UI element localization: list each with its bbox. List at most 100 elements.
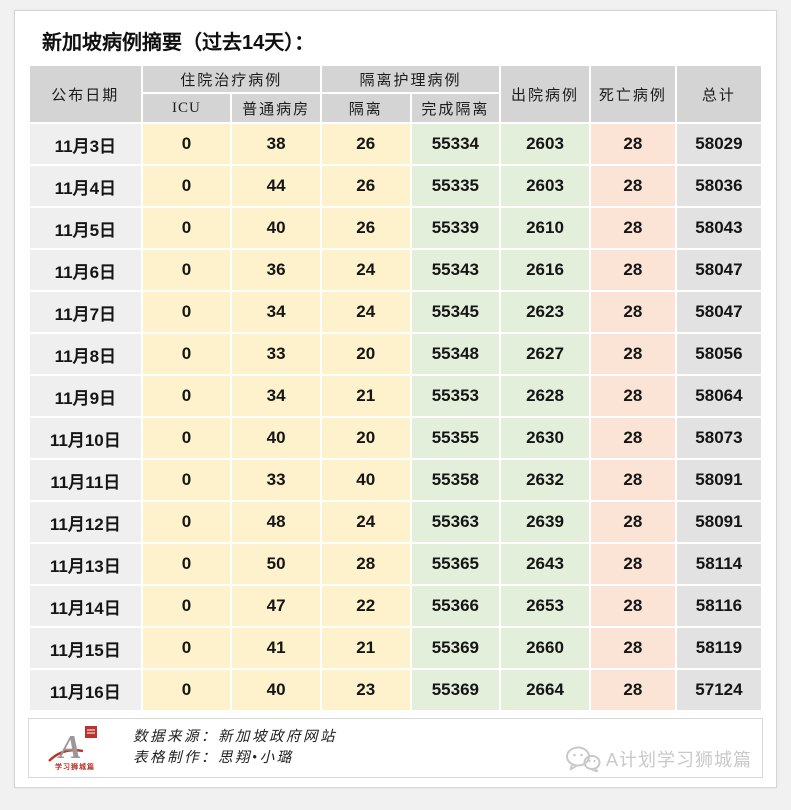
cell-total: 58036: [676, 166, 761, 206]
cell-completed: 55366: [411, 586, 500, 626]
cell-deaths: 28: [590, 460, 675, 500]
cell-discharged: 2603: [501, 166, 589, 206]
cell-icu: 0: [142, 292, 231, 332]
cell-icu: 0: [142, 418, 231, 458]
article-card: 新加坡病例摘要（过去14天）： 公布日期 住院治疗病例 隔离护理病例 出院病例 …: [14, 10, 777, 788]
cell-ward: 36: [232, 250, 320, 290]
cell-deaths: 28: [590, 166, 675, 206]
cell-isolation: 26: [321, 124, 410, 164]
cell-deaths: 28: [590, 628, 675, 668]
cell-date: 11月13日: [30, 544, 141, 584]
cell-completed: 55369: [411, 628, 500, 668]
cell-ward: 50: [232, 544, 320, 584]
cell-total: 58047: [676, 292, 761, 332]
cell-completed: 55339: [411, 208, 500, 248]
cell-isolation: 21: [321, 376, 410, 416]
cell-icu: 0: [142, 460, 231, 500]
table-row: 11月5日 0 40 26 55339 2610 28 58043: [30, 208, 761, 248]
cell-date: 11月3日: [30, 124, 141, 164]
table-row: 11月14日 0 47 22 55366 2653 28 58116: [30, 586, 761, 626]
cell-isolation: 20: [321, 418, 410, 458]
cell-total: 58091: [676, 460, 761, 500]
cell-date: 11月8日: [30, 334, 141, 374]
cases-summary-table: 公布日期 住院治疗病例 隔离护理病例 出院病例 死亡病例 总计 ICU 普通病房…: [28, 64, 763, 712]
cell-ward: 40: [232, 670, 320, 710]
cell-ward: 47: [232, 586, 320, 626]
table-row: 11月16日 0 40 23 55369 2664 28 57124: [30, 670, 761, 710]
table-row: 11月12日 0 48 24 55363 2639 28 58091: [30, 502, 761, 542]
cell-completed: 55355: [411, 418, 500, 458]
cell-isolation: 40: [321, 460, 410, 500]
header-row-groups: 公布日期 住院治疗病例 隔离护理病例 出院病例 死亡病例 总计: [30, 66, 761, 122]
cell-icu: 0: [142, 376, 231, 416]
col-header-completed: 完成隔离: [411, 94, 500, 122]
cell-discharged: 2623: [501, 292, 589, 332]
wechat-icon: [565, 746, 601, 772]
cell-discharged: 2639: [501, 502, 589, 542]
cell-date: 11月15日: [30, 628, 141, 668]
cell-icu: 0: [142, 166, 231, 206]
cell-discharged: 2660: [501, 628, 589, 668]
cell-total: 58056: [676, 334, 761, 374]
cell-discharged: 2664: [501, 670, 589, 710]
cell-date: 11月5日: [30, 208, 141, 248]
cell-completed: 55343: [411, 250, 500, 290]
cell-date: 11月14日: [30, 586, 141, 626]
logo-a-icon: A: [48, 725, 97, 765]
cell-isolation: 26: [321, 208, 410, 248]
cell-total: 58029: [676, 124, 761, 164]
cell-completed: 55365: [411, 544, 500, 584]
cell-isolation: 24: [321, 250, 410, 290]
col-header-ward: 普通病房: [232, 94, 320, 122]
svg-text:A: A: [57, 729, 82, 765]
cell-ward: 34: [232, 376, 320, 416]
cell-deaths: 28: [590, 334, 675, 374]
cell-icu: 0: [142, 628, 231, 668]
cell-discharged: 2630: [501, 418, 589, 458]
cell-ward: 40: [232, 208, 320, 248]
cell-isolation: 28: [321, 544, 410, 584]
cell-ward: 33: [232, 334, 320, 374]
col-header-total: 总计: [676, 66, 761, 122]
cell-isolation: 22: [321, 586, 410, 626]
table-row: 11月10日 0 40 20 55355 2630 28 58073: [30, 418, 761, 458]
cell-deaths: 28: [590, 586, 675, 626]
table-row: 11月3日 0 38 26 55334 2603 28 58029: [30, 124, 761, 164]
cell-completed: 55335: [411, 166, 500, 206]
watermark-text: A计划学习狮城篇: [605, 750, 752, 770]
wechat-watermark: A计划学习狮城篇: [565, 746, 752, 772]
source-text-block: 数据来源：新加坡政府网站 表格制作：思翔•小璐: [133, 727, 337, 769]
cell-isolation: 21: [321, 628, 410, 668]
cell-ward: 40: [232, 418, 320, 458]
table-row: 11月9日 0 34 21 55353 2628 28 58064: [30, 376, 761, 416]
col-header-isolation: 隔离: [321, 94, 410, 122]
col-header-hospital-group: 住院治疗病例: [142, 66, 320, 92]
cell-completed: 55348: [411, 334, 500, 374]
cell-completed: 55334: [411, 124, 500, 164]
cell-isolation: 24: [321, 502, 410, 542]
cell-icu: 0: [142, 124, 231, 164]
table-maker-line: 表格制作：思翔•小璐: [133, 750, 294, 766]
cell-date: 11月6日: [30, 250, 141, 290]
cell-total: 58064: [676, 376, 761, 416]
cell-deaths: 28: [590, 292, 675, 332]
col-header-isolation-group: 隔离护理病例: [321, 66, 500, 92]
cell-ward: 48: [232, 502, 320, 542]
table-row: 11月6日 0 36 24 55343 2616 28 58047: [30, 250, 761, 290]
data-source-line: 数据来源：新加坡政府网站: [133, 729, 337, 745]
table-row: 11月15日 0 41 21 55369 2660 28 58119: [30, 628, 761, 668]
cell-ward: 33: [232, 460, 320, 500]
cell-completed: 55353: [411, 376, 500, 416]
footer-attribution-box: A 学习狮城篇 数据来源：新加坡政府网站 表格制作：思翔•小璐 A计划学习狮城篇: [28, 718, 763, 778]
table-row: 11月4日 0 44 26 55335 2603 28 58036: [30, 166, 761, 206]
cell-deaths: 28: [590, 502, 675, 542]
table-row: 11月8日 0 33 20 55348 2627 28 58056: [30, 334, 761, 374]
cell-isolation: 23: [321, 670, 410, 710]
cell-deaths: 28: [590, 208, 675, 248]
table-row: 11月13日 0 50 28 55365 2643 28 58114: [30, 544, 761, 584]
cell-deaths: 28: [590, 124, 675, 164]
col-header-icu: ICU: [142, 94, 231, 122]
cell-discharged: 2603: [501, 124, 589, 164]
cell-discharged: 2616: [501, 250, 589, 290]
cell-completed: 55363: [411, 502, 500, 542]
